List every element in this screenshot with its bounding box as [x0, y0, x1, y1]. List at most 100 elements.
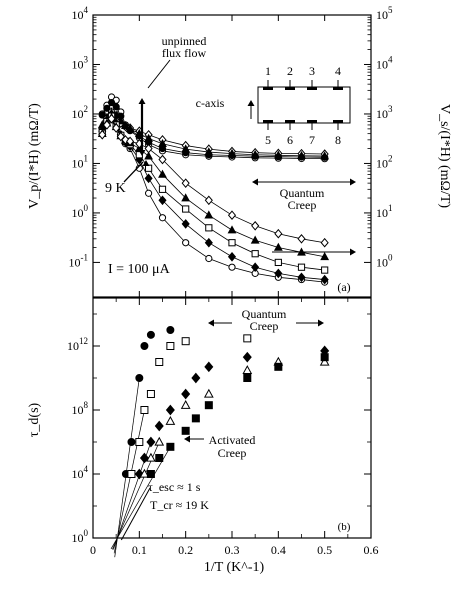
series-b-0-point [135, 374, 144, 382]
double-arrow-head-down [138, 150, 146, 156]
y-tick-label-left: 104 [72, 5, 89, 22]
series-b-3-point [203, 388, 214, 398]
series-a-3-point [121, 120, 130, 129]
series-b-4-point [204, 401, 213, 410]
y-axis-label: τ_d(s) [27, 402, 42, 437]
series-b-2-point [181, 388, 191, 400]
y-tick-label-left: 100 [72, 203, 89, 220]
series-b-1-point [155, 358, 164, 366]
series-a-3-point [320, 151, 330, 160]
quantum-arrow-left [208, 319, 214, 327]
y-tick-label-right: 101 [376, 203, 393, 220]
converge-pointer [120, 487, 151, 541]
series-b-3-point [180, 399, 191, 409]
series-a-3-point [181, 144, 191, 153]
y-tick-label-right: 104 [376, 54, 393, 71]
series-b-2-point [154, 420, 164, 432]
series-a-7-point [144, 151, 154, 160]
series-b-1-point [127, 470, 136, 478]
annotation-tau-esc: τ_esc ≈ 1 s [148, 480, 201, 494]
annotation-activated-creep: Creep [218, 446, 247, 460]
y-axis-label-right: V_s/(I*H) (mΩ/T) [437, 104, 452, 208]
series-a-8-point [116, 131, 125, 142]
series-a-4-point [158, 214, 167, 222]
series-a-7-point [158, 169, 167, 178]
series-b-4-point [181, 426, 190, 435]
series-a-5-point [144, 173, 153, 184]
y-tick-label-right: 102 [376, 153, 393, 170]
contact-pad-bottom [333, 120, 343, 123]
c-axis-arrow-head [247, 100, 255, 106]
series-b-0-point [127, 438, 136, 446]
series-b-1-point [243, 334, 252, 343]
series-b-2-point [204, 361, 214, 373]
quantum-arrow-right [318, 319, 324, 327]
fit-line-0 [114, 377, 140, 558]
series-a-8-point [112, 123, 121, 133]
right-axis-arrow-head [350, 248, 356, 256]
series-a-3-point [273, 150, 283, 159]
series-b-3-point [139, 468, 150, 478]
contact-pad-bottom [307, 120, 317, 123]
9k-pointer-head [142, 160, 150, 166]
series-b-1 [127, 334, 252, 478]
series-a-6-point [321, 266, 329, 274]
series-b-4-point [166, 442, 175, 451]
flux-flow-pointer [147, 59, 171, 89]
annotation-c-axis: c-axis [196, 96, 225, 110]
panel-label-b: (b) [338, 521, 351, 533]
series-b-3-point [319, 356, 330, 366]
series-a-6-point [158, 185, 167, 193]
series-a-6-point [145, 164, 153, 172]
series-a-6-point [251, 250, 259, 258]
contact-pad-bottom [285, 120, 295, 123]
sample-body [257, 86, 351, 124]
series-a-3-point [227, 148, 237, 157]
series-b-0-point [146, 330, 155, 339]
series-b-2-point [191, 372, 201, 384]
x-tick-label: 0.1 [132, 543, 147, 557]
series-b-1-point [140, 406, 149, 414]
series-b-4-point [146, 470, 155, 478]
y-tick-label-right: 100 [376, 252, 393, 269]
series-a-5-point [251, 262, 260, 273]
series-a-5-point [320, 274, 329, 285]
contact-pad-top [333, 87, 343, 90]
series-b-2-point [146, 436, 156, 448]
series-a-1-point [103, 104, 111, 112]
series-a-7-point [250, 235, 260, 244]
series-a-3-point [158, 138, 167, 148]
series-b-4 [146, 353, 329, 478]
9k-pointer [123, 161, 144, 183]
series-a-5-point [227, 251, 237, 262]
series-a-7-point [273, 242, 283, 251]
contact-label-bottom: 5 [265, 133, 271, 147]
panel-b: 0 0.1 0.2 0.3 0.4 0.5 0.6 100 104 108 1012 1/T (K^-… [27, 297, 379, 575]
series-a-4-point [145, 189, 153, 197]
series-a-8-point [297, 233, 306, 244]
contact-label-top: 4 [335, 64, 341, 78]
series-a-8-point [102, 120, 111, 130]
y-tick-label: 1012 [67, 336, 88, 353]
x-tick-label: 0.5 [317, 543, 332, 557]
y-tick-label: 108 [72, 400, 89, 417]
y-tick-label-left: 101 [72, 153, 89, 170]
contact-label-top: 1 [265, 64, 271, 78]
panel-a: 10-1 100 101 102 103 104 100 101 102 103 104 105 V_p… [27, 5, 452, 298]
series-a-6-point [297, 263, 306, 271]
y-tick-label-left: 103 [72, 54, 89, 71]
series-b-2-point [165, 404, 175, 416]
series-b-3-point [242, 365, 253, 375]
sample-inset: 1 2 3 4 5 6 7 8 [257, 64, 351, 147]
series-a-8-point [320, 237, 329, 248]
series-b-3-point [146, 452, 156, 462]
series-b-4-point [243, 374, 252, 382]
series-a-8-point [158, 154, 167, 165]
annotation-quantum: Quantum [280, 186, 325, 200]
series-a-3-point [144, 133, 154, 142]
fit-line-4 [110, 446, 171, 550]
x-tick-label: 0.2 [178, 543, 193, 557]
quantum-creep-arrow-left [252, 178, 258, 186]
series-a-7-point [227, 225, 237, 234]
